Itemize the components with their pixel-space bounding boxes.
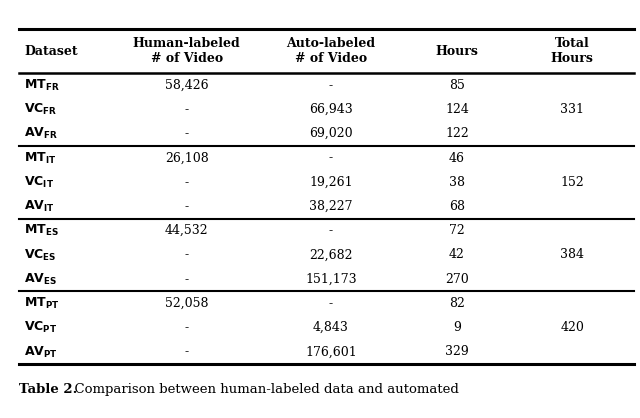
Text: 85: 85 xyxy=(449,79,465,92)
Text: $\mathbf{VC_{ES}}$: $\mathbf{VC_{ES}}$ xyxy=(24,247,57,263)
Text: 19,261: 19,261 xyxy=(309,176,353,189)
Text: 69,020: 69,020 xyxy=(309,127,353,140)
Text: $\mathbf{MT_{PT}}$: $\mathbf{MT_{PT}}$ xyxy=(24,296,60,311)
Text: 52,058: 52,058 xyxy=(165,297,209,310)
Text: -: - xyxy=(329,224,333,237)
Text: 331: 331 xyxy=(560,103,584,116)
Text: Comparison between human-labeled data and automated: Comparison between human-labeled data an… xyxy=(66,383,459,396)
Text: -: - xyxy=(184,127,189,140)
Text: -: - xyxy=(184,176,189,189)
Text: -: - xyxy=(184,200,189,213)
Text: Auto-labeled
# of Video: Auto-labeled # of Video xyxy=(287,37,376,65)
Text: -: - xyxy=(329,79,333,92)
Text: 42: 42 xyxy=(449,248,465,262)
Text: 26,108: 26,108 xyxy=(164,151,209,165)
Text: $\mathbf{AV_{ES}}$: $\mathbf{AV_{ES}}$ xyxy=(24,272,58,287)
Text: 384: 384 xyxy=(560,248,584,262)
Text: Human-labeled
# of Video: Human-labeled # of Video xyxy=(132,37,241,65)
Text: 9: 9 xyxy=(453,321,461,334)
Text: -: - xyxy=(184,103,189,116)
Text: $\mathbf{VC_{IT}}$: $\mathbf{VC_{IT}}$ xyxy=(24,175,54,190)
Text: $\mathbf{AV_{FR}}$: $\mathbf{AV_{FR}}$ xyxy=(24,126,58,141)
Text: 38,227: 38,227 xyxy=(309,200,353,213)
Text: $\mathbf{AV_{PT}}$: $\mathbf{AV_{PT}}$ xyxy=(24,344,58,359)
Text: 82: 82 xyxy=(449,297,465,310)
Text: -: - xyxy=(184,321,189,334)
Text: -: - xyxy=(184,248,189,262)
Text: Total
Hours: Total Hours xyxy=(551,37,593,65)
Text: 4,843: 4,843 xyxy=(313,321,349,334)
Text: -: - xyxy=(329,297,333,310)
Text: 176,601: 176,601 xyxy=(305,345,357,359)
Text: -: - xyxy=(184,345,189,359)
Text: 420: 420 xyxy=(560,321,584,334)
Text: 270: 270 xyxy=(445,273,469,286)
Text: $\mathbf{MT_{IT}}$: $\mathbf{MT_{IT}}$ xyxy=(24,150,57,166)
Text: 46: 46 xyxy=(449,151,465,165)
Text: $\mathbf{MT_{ES}}$: $\mathbf{MT_{ES}}$ xyxy=(24,223,59,238)
Text: 151,173: 151,173 xyxy=(305,273,357,286)
Text: -: - xyxy=(329,151,333,165)
Text: 66,943: 66,943 xyxy=(309,103,353,116)
Text: 152: 152 xyxy=(560,176,584,189)
Text: -: - xyxy=(184,273,189,286)
Text: $\mathbf{MT_{FR}}$: $\mathbf{MT_{FR}}$ xyxy=(24,78,60,93)
Text: Table 2.: Table 2. xyxy=(19,383,77,396)
Text: Hours: Hours xyxy=(436,45,478,58)
Text: 122: 122 xyxy=(445,127,469,140)
Text: 68: 68 xyxy=(449,200,465,213)
Text: 22,682: 22,682 xyxy=(309,248,353,262)
Text: 58,426: 58,426 xyxy=(165,79,209,92)
Text: $\mathbf{AV_{IT}}$: $\mathbf{AV_{IT}}$ xyxy=(24,199,55,214)
Text: 124: 124 xyxy=(445,103,469,116)
Text: $\mathbf{VC_{FR}}$: $\mathbf{VC_{FR}}$ xyxy=(24,102,58,117)
Text: 72: 72 xyxy=(449,224,465,237)
Text: Dataset: Dataset xyxy=(24,45,78,58)
Text: 38: 38 xyxy=(449,176,465,189)
Text: $\mathbf{VC_{PT}}$: $\mathbf{VC_{PT}}$ xyxy=(24,320,58,335)
Text: 44,532: 44,532 xyxy=(165,224,209,237)
Text: 329: 329 xyxy=(445,345,469,359)
